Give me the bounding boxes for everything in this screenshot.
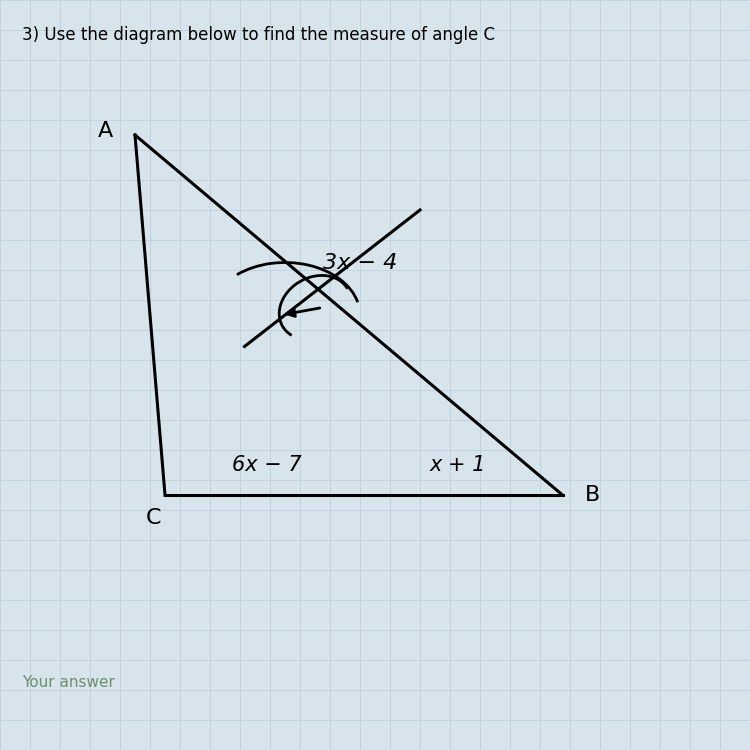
Text: Your answer: Your answer	[22, 675, 116, 690]
Text: 6x − 7: 6x − 7	[232, 455, 302, 475]
Text: x + 1: x + 1	[429, 455, 486, 475]
Text: 3) Use the diagram below to find the measure of angle C: 3) Use the diagram below to find the mea…	[22, 26, 496, 44]
Text: 3x − 4: 3x − 4	[322, 253, 398, 272]
Text: B: B	[585, 485, 600, 505]
Text: C: C	[146, 508, 161, 527]
Text: A: A	[98, 122, 112, 141]
